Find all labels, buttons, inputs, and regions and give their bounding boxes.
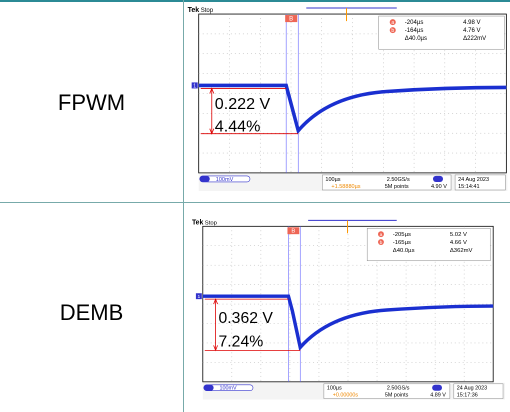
annotation-pct: 4.44% — [215, 118, 261, 136]
timebase: 100µs — [327, 386, 342, 392]
scope-screen: Tek Stop B 1 a -204µs 4.98 V b -164µs 4.76 V Δ40.0… — [185, 5, 508, 191]
trigger-position: +1.58880µs — [331, 184, 360, 190]
trig-badge — [432, 384, 442, 391]
status: Stop — [205, 220, 218, 226]
channel-marker — [191, 82, 198, 89]
trigger-box — [287, 227, 300, 235]
cursor-time: -165µs — [393, 240, 411, 246]
waveform — [202, 294, 494, 352]
cursor-volt: 4.66 V — [450, 240, 467, 246]
readout-box — [378, 15, 505, 50]
channel-mark: 1 — [193, 83, 196, 89]
annotation-volt: 0.222 V — [215, 95, 271, 113]
row-label: FPWM — [57, 90, 126, 115]
cursor-id: b — [391, 28, 394, 34]
trigger-position: +0.00000s — [333, 393, 359, 399]
arrow-head — [209, 87, 215, 135]
channel-scale: 100mV — [220, 386, 238, 392]
annotation-volt: 0.362 V — [219, 310, 274, 327]
clock-time: 15:17:36 — [457, 393, 478, 399]
row-border — [0, 202, 510, 203]
brand: Tek — [188, 7, 200, 14]
delta-time: Δ40.0µs — [393, 248, 415, 254]
arrow-head — [213, 298, 218, 352]
cursor-id: a — [380, 233, 383, 238]
channel-badge — [199, 175, 210, 182]
trigger-box — [285, 15, 298, 23]
cursor-time: -204µs — [405, 20, 424, 26]
waveform — [198, 83, 507, 135]
cursor-id: a — [391, 20, 394, 26]
cursor-icon — [389, 19, 396, 26]
trigger-mark: B — [291, 229, 295, 235]
status: Stop — [201, 8, 214, 14]
annotation-pct: 7.24% — [219, 333, 264, 350]
date: 24 Aug 2023 — [457, 386, 487, 392]
record-length: 5M points — [385, 184, 409, 190]
time-box — [322, 174, 452, 191]
timebase: 100µs — [325, 177, 340, 183]
cursor-icon — [378, 239, 384, 246]
trig-badge — [432, 175, 444, 182]
cursor-time: -205µs — [393, 232, 411, 238]
cursor-volt: 5.02 V — [450, 232, 467, 238]
date: 24 Aug 2023 — [458, 177, 489, 183]
delta-volt: Δ362mV — [450, 248, 473, 254]
column-border — [183, 0, 184, 412]
clock-time: 15:14:41 — [458, 184, 479, 190]
channel-marker — [195, 293, 202, 300]
date-box — [453, 383, 504, 399]
top-border — [0, 0, 510, 2]
time-box — [323, 383, 451, 399]
channel-scale: 100mV — [216, 177, 234, 183]
delta-time: Δ40.0µs — [405, 36, 427, 42]
cursor-time: -164µs — [405, 28, 424, 34]
channel-mark: 1 — [197, 294, 200, 300]
cursor-id: b — [380, 240, 383, 246]
brand: Tek — [192, 219, 204, 226]
record-length: 5M points — [385, 393, 409, 399]
sample-rate: 2.50GS/s — [387, 177, 410, 183]
date-box — [454, 174, 506, 191]
channel-badge — [203, 384, 214, 391]
delta-volt: Δ222mV — [463, 36, 486, 42]
trigger-level: 4.90 V — [431, 184, 447, 190]
trigger-level: 4.89 V — [430, 393, 446, 399]
cursor-icon — [378, 231, 384, 238]
cursor-icon — [389, 27, 396, 34]
trigger-mark: B — [289, 17, 293, 23]
scope-screen: Tek Stop B 1 a -205µs 5.02 V b -165µs 4.66 V Δ40.0… — [190, 217, 505, 400]
sample-rate: 2.50GS/s — [387, 386, 410, 392]
row-label: DEMB — [59, 300, 124, 325]
cursor-volt: 4.98 V — [463, 20, 480, 26]
readout-box — [366, 228, 491, 262]
cursor-volt: 4.76 V — [463, 28, 480, 34]
